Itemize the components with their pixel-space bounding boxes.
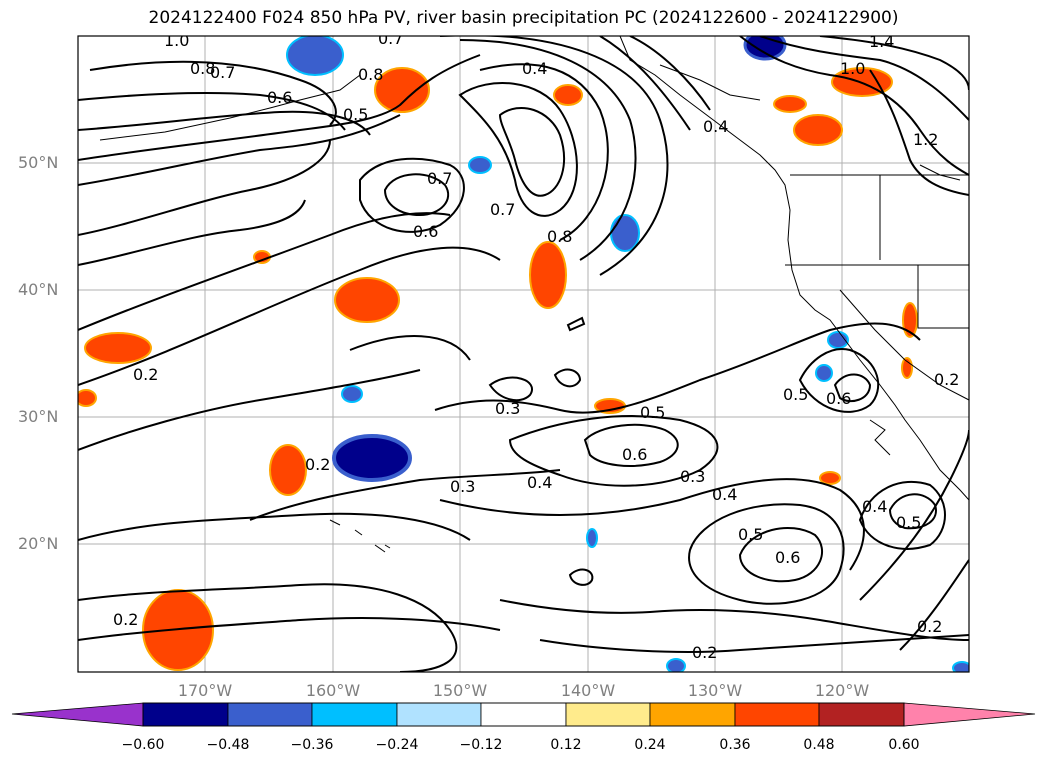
contour-label: 0.4 bbox=[522, 59, 547, 78]
negative-anomaly-area bbox=[586, 528, 598, 548]
positive-anomaly-area bbox=[902, 302, 918, 338]
colorbar-extend-high bbox=[903, 702, 1036, 727]
lon-label: 170°W bbox=[177, 681, 233, 700]
contour-label: 0.4 bbox=[862, 497, 887, 516]
contour-label: 1.0 bbox=[164, 31, 189, 50]
colorbar-segment bbox=[734, 702, 820, 727]
colorbar-tick: 0.48 bbox=[803, 737, 835, 753]
contour-label: 1.0 bbox=[840, 59, 865, 78]
positive-anomaly-area bbox=[78, 389, 97, 407]
lon-label: 160°W bbox=[305, 681, 361, 700]
contour-label: 1.2 bbox=[913, 130, 938, 149]
colorbar-segment bbox=[818, 702, 905, 727]
contour-label: 0.8 bbox=[547, 227, 572, 246]
contour-label: 0.6 bbox=[267, 88, 292, 107]
coastlines bbox=[99, 36, 969, 553]
lon-label: 140°W bbox=[560, 681, 616, 700]
contour-label: 0.2 bbox=[113, 610, 138, 629]
colorbar-extend-low bbox=[11, 702, 144, 727]
colorbar-segment bbox=[565, 702, 651, 727]
contour-label: 0.2 bbox=[692, 643, 717, 662]
contour-label: 0.2 bbox=[133, 365, 158, 384]
lat-label: 40°N bbox=[18, 280, 59, 299]
colorbar-tick: −0.24 bbox=[375, 737, 419, 753]
positive-anomaly-area bbox=[819, 471, 841, 485]
positive-anomaly-area bbox=[793, 114, 843, 146]
lat-label: 30°N bbox=[18, 407, 59, 426]
positive-anomaly-area bbox=[553, 84, 583, 106]
contour-label: 0.4 bbox=[712, 485, 737, 504]
positive-anomaly-area bbox=[269, 444, 307, 496]
precip-anomaly-shading bbox=[78, 36, 969, 672]
colorbar-tick: 0.12 bbox=[550, 737, 582, 753]
contour-label: 0.3 bbox=[450, 477, 475, 496]
contour-labels: 1.0 0.8 0.7 0.8 0.7 0.6 0.5 0.4 1.4 1.0 … bbox=[113, 29, 959, 662]
colorbar-tick: 0.60 bbox=[888, 737, 920, 753]
contour-label: 0.5 bbox=[640, 403, 665, 422]
contour-label: 0.8 bbox=[358, 65, 383, 84]
contour-label: 0.6 bbox=[413, 222, 438, 241]
contour-label: 0.8 bbox=[190, 59, 215, 78]
contour-label: 0.2 bbox=[305, 455, 330, 474]
colorbar-segment bbox=[142, 702, 229, 727]
positive-anomaly-area bbox=[334, 277, 400, 323]
positive-anomaly-area bbox=[529, 241, 567, 309]
negative-anomaly-area bbox=[952, 661, 969, 672]
colorbar-tick: 0.24 bbox=[634, 737, 666, 753]
lon-label: 150°W bbox=[432, 681, 488, 700]
contour-label: 0.4 bbox=[527, 473, 552, 492]
colorbar-tick: −0.12 bbox=[459, 737, 503, 753]
contour-label: 0.2 bbox=[934, 370, 959, 389]
contour-label: 0.6 bbox=[826, 389, 851, 408]
lon-label: 130°W bbox=[687, 681, 743, 700]
colorbar-segment bbox=[396, 702, 482, 727]
contour-label: 0.5 bbox=[738, 525, 763, 544]
contour-label: 0.7 bbox=[210, 63, 235, 82]
contour-label: 0.6 bbox=[775, 548, 800, 567]
colorbar-segment bbox=[649, 702, 736, 727]
pv-contours bbox=[78, 36, 969, 672]
negative-anomaly-area bbox=[468, 156, 492, 174]
lon-label: 120°W bbox=[814, 681, 870, 700]
positive-anomaly-area bbox=[374, 67, 430, 113]
positive-anomaly-area bbox=[773, 95, 807, 113]
colorbar bbox=[11, 702, 1036, 727]
colorbar-segment bbox=[311, 702, 398, 727]
contour-label: 0.7 bbox=[490, 200, 515, 219]
colorbar-tick: 0.36 bbox=[719, 737, 751, 753]
colorbar-tick: −0.48 bbox=[206, 737, 250, 753]
contour-label: 0.3 bbox=[495, 399, 520, 418]
negative-anomaly-area bbox=[341, 385, 363, 403]
colorbar-tick: −0.36 bbox=[290, 737, 334, 753]
contour-label: 0.2 bbox=[917, 617, 942, 636]
positive-anomaly-area bbox=[84, 332, 152, 364]
negative-anomaly-area bbox=[286, 36, 344, 76]
lat-label: 50°N bbox=[18, 153, 59, 172]
contour-label: 0.4 bbox=[703, 117, 728, 136]
plot-frame bbox=[77, 35, 970, 673]
colorbar-segment bbox=[227, 702, 313, 727]
colorbar-tick: −0.60 bbox=[121, 737, 165, 753]
negative-anomaly-area bbox=[610, 214, 640, 252]
contour-label: 0.7 bbox=[427, 169, 452, 188]
contour-label: 0.5 bbox=[896, 513, 921, 532]
negative-anomaly-area bbox=[827, 331, 849, 349]
contour-label: 0.7 bbox=[378, 29, 403, 48]
contour-label: 0.5 bbox=[343, 105, 368, 124]
map-title: 2024122400 F024 850 hPa PV, river basin … bbox=[148, 8, 899, 28]
contour-label: 1.4 bbox=[869, 32, 894, 51]
lat-label: 20°N bbox=[18, 534, 59, 553]
colorbar-segment bbox=[480, 702, 567, 727]
negative-anomaly-area bbox=[815, 364, 833, 382]
negative-anomaly-area bbox=[666, 658, 686, 672]
negative-anomaly-area bbox=[332, 434, 412, 482]
contour-label: 0.6 bbox=[622, 445, 647, 464]
contour-label: 0.3 bbox=[680, 467, 705, 486]
contour-label: 0.5 bbox=[783, 385, 808, 404]
